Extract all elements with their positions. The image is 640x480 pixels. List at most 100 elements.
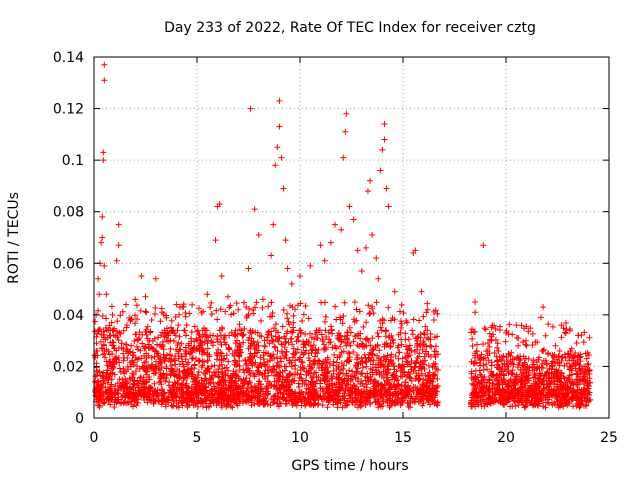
data-point xyxy=(392,372,399,379)
data-point xyxy=(416,388,423,395)
data-point xyxy=(389,337,396,344)
data-point xyxy=(408,358,415,365)
data-point xyxy=(358,355,365,362)
data-points xyxy=(91,61,594,411)
data-point xyxy=(349,386,356,393)
data-point xyxy=(210,379,217,386)
data-point xyxy=(369,305,376,312)
data-point xyxy=(375,333,382,340)
data-point xyxy=(245,311,252,318)
data-point xyxy=(216,379,223,386)
data-point xyxy=(98,381,105,388)
data-point xyxy=(102,384,109,391)
data-point xyxy=(336,383,343,390)
data-point xyxy=(234,402,241,409)
data-point xyxy=(335,330,342,337)
data-point xyxy=(406,347,413,354)
data-point xyxy=(321,369,328,376)
data-point xyxy=(96,368,103,375)
data-point xyxy=(406,370,413,377)
data-point xyxy=(167,387,174,394)
data-point xyxy=(427,401,434,408)
data-point xyxy=(344,332,351,339)
data-point xyxy=(153,392,160,399)
data-point xyxy=(322,327,329,334)
data-point xyxy=(211,362,218,369)
data-point xyxy=(203,333,210,340)
x-tick-label: 15 xyxy=(394,430,412,446)
data-point xyxy=(234,331,241,338)
data-point xyxy=(307,401,314,408)
data-point xyxy=(228,311,235,318)
data-point xyxy=(431,351,438,358)
data-point xyxy=(261,370,268,377)
data-point xyxy=(417,331,424,338)
data-point xyxy=(240,331,247,338)
data-point xyxy=(340,348,347,355)
data-point xyxy=(219,326,226,333)
data-point xyxy=(399,355,406,362)
data-point xyxy=(199,327,206,334)
data-point xyxy=(370,345,377,352)
data-point xyxy=(402,386,409,393)
data-point xyxy=(236,346,243,353)
data-point xyxy=(405,382,412,389)
data-point xyxy=(251,372,258,379)
data-point xyxy=(190,391,197,398)
data-point xyxy=(473,359,480,366)
data-point xyxy=(168,355,175,362)
data-point xyxy=(171,379,178,386)
data-point xyxy=(286,397,293,404)
data-point xyxy=(208,299,215,306)
data-point xyxy=(214,335,221,342)
x-tick-label: 0 xyxy=(90,430,99,446)
data-point xyxy=(295,399,302,406)
data-point xyxy=(108,319,115,326)
data-point xyxy=(111,399,118,406)
data-point xyxy=(224,402,231,409)
data-point xyxy=(307,330,314,337)
data-point xyxy=(176,311,183,318)
data-point xyxy=(215,366,222,373)
data-point xyxy=(409,396,416,403)
data-point xyxy=(152,304,159,311)
data-point xyxy=(303,347,310,354)
data-point xyxy=(432,307,439,314)
data-point xyxy=(397,367,404,374)
data-point xyxy=(195,395,202,402)
data-point xyxy=(284,310,291,317)
data-point xyxy=(160,346,167,353)
data-point xyxy=(269,337,276,344)
data-point xyxy=(137,374,144,381)
data-point xyxy=(337,384,344,391)
data-point xyxy=(409,327,416,334)
data-point xyxy=(123,341,130,348)
data-point xyxy=(290,390,297,397)
data-point xyxy=(157,371,164,378)
data-point xyxy=(344,357,351,364)
data-point xyxy=(257,354,264,361)
data-point xyxy=(420,395,427,402)
data-point xyxy=(354,342,361,349)
data-point xyxy=(103,346,110,353)
data-point xyxy=(378,327,385,334)
data-point xyxy=(228,374,235,381)
data-point xyxy=(129,357,136,364)
data-point xyxy=(309,384,316,391)
data-point xyxy=(282,335,289,342)
data-point xyxy=(279,383,286,390)
data-point xyxy=(95,327,102,334)
data-point xyxy=(142,344,149,351)
data-point xyxy=(264,391,271,398)
data-point xyxy=(203,377,210,384)
data-point xyxy=(192,385,199,392)
data-point xyxy=(116,376,123,383)
data-point xyxy=(290,312,297,319)
data-point xyxy=(217,306,224,313)
data-point xyxy=(326,385,333,392)
data-point xyxy=(342,400,349,407)
data-point xyxy=(96,326,103,333)
data-point xyxy=(101,331,108,338)
data-point xyxy=(319,338,326,345)
data-point xyxy=(281,344,288,351)
